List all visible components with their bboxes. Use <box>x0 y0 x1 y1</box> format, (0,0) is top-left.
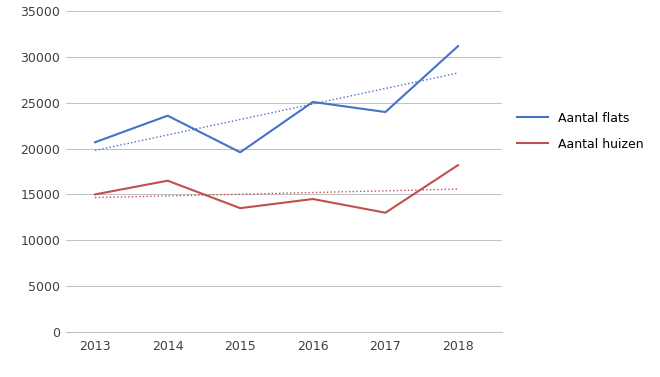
Aantal flats <box>236 150 244 155</box>
Aantal huizen <box>454 163 462 167</box>
Aantal flats <box>164 113 172 118</box>
Aantal huizen <box>164 178 172 183</box>
Aantal huizen <box>309 197 317 201</box>
Aantal huizen <box>236 206 244 210</box>
Aantal flats <box>309 100 317 104</box>
Aantal huizen <box>381 210 389 215</box>
Line: Aantal huizen: Aantal huizen <box>95 165 458 213</box>
Line: Aantal flats: Aantal flats <box>95 46 458 152</box>
Aantal huizen <box>91 192 99 197</box>
Aantal flats <box>381 110 389 114</box>
Aantal flats <box>91 140 99 144</box>
Legend: Aantal flats, Aantal huizen: Aantal flats, Aantal huizen <box>512 107 649 156</box>
Aantal flats <box>454 44 462 48</box>
